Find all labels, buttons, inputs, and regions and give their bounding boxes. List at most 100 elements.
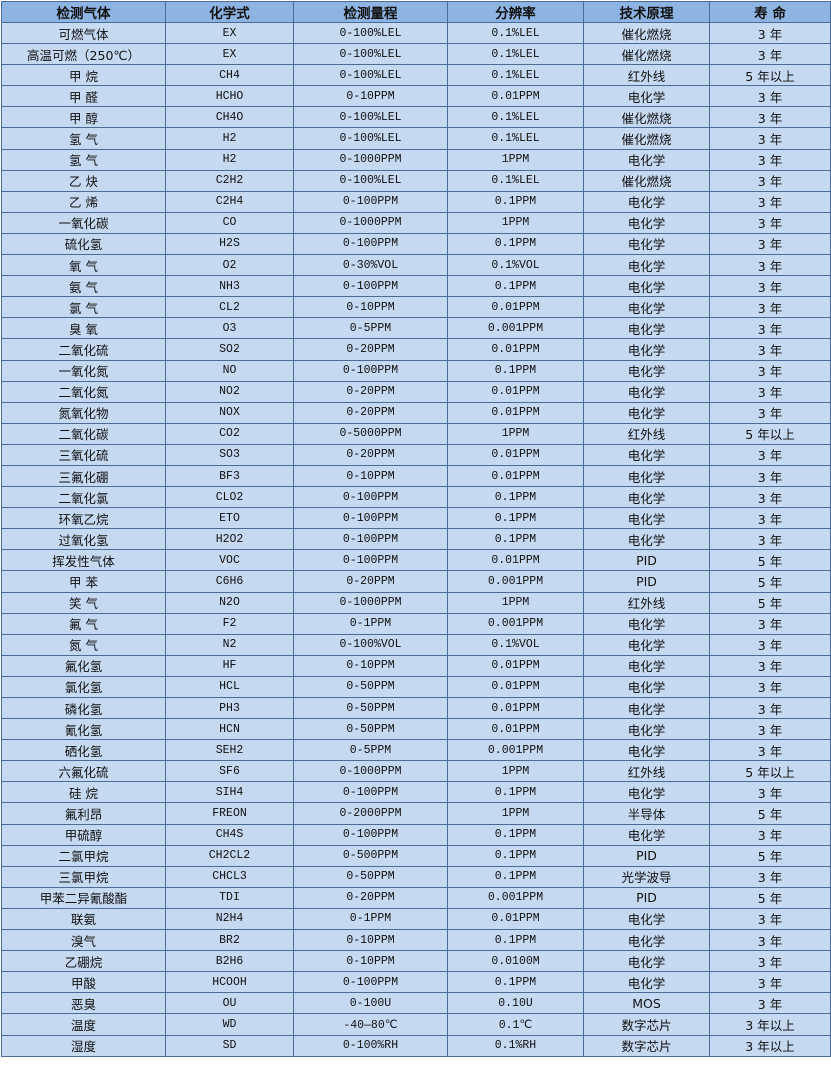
- cell-gas: 氯化氢: [1, 675, 166, 699]
- cell-resolution: 0.01PPM: [447, 718, 584, 741]
- cell-lifespan: 3 年: [709, 507, 831, 530]
- cell-principle: PID: [583, 844, 710, 867]
- cell-gas: 温度: [1, 1013, 166, 1036]
- cell-resolution: 0.1PPM: [447, 844, 584, 867]
- cell-gas: 氢 气: [1, 127, 166, 150]
- cell-principle: 电化学: [583, 338, 710, 361]
- cell-lifespan: 3 年: [709, 823, 831, 846]
- table-row: 环氧乙烷 ETO 0-100PPM 0.1PPM 电化学 3 年: [1, 507, 831, 530]
- cell-range: 0-50PPM: [293, 718, 448, 741]
- cell-range: 0-100%LEL: [293, 106, 448, 129]
- cell-gas: 二氧化氮: [1, 380, 166, 403]
- cell-principle: 电化学: [583, 380, 710, 403]
- cell-gas: 溴气: [1, 929, 166, 952]
- cell-lifespan: 3 年: [709, 21, 831, 45]
- header-principle: 技术原理: [583, 1, 710, 23]
- cell-formula: B2H6: [165, 950, 294, 973]
- cell-formula: HF: [165, 654, 294, 677]
- cell-resolution: 0.1%LEL: [447, 21, 584, 45]
- cell-resolution: 0.001PPM: [447, 739, 584, 762]
- cell-lifespan: 3 年: [709, 338, 831, 361]
- cell-gas: 六氟化硫: [1, 760, 166, 783]
- cell-formula: NOX: [165, 401, 294, 424]
- cell-range: 0-1000PPM: [293, 760, 448, 783]
- cell-formula: SO2: [165, 338, 294, 361]
- cell-resolution: 0.01PPM: [447, 696, 584, 720]
- cell-resolution: 1PPM: [447, 422, 584, 445]
- cell-range: -40—80℃: [293, 1013, 448, 1036]
- cell-principle: 电化学: [583, 528, 710, 551]
- cell-gas: 二氧化氯: [1, 486, 166, 509]
- cell-lifespan: 3 年: [709, 992, 831, 1015]
- cell-resolution: 1PPM: [447, 591, 584, 614]
- cell-formula: NO2: [165, 380, 294, 403]
- cell-resolution: 1PPM: [447, 148, 584, 171]
- cell-principle: 电化学: [583, 781, 710, 804]
- table-row: 甲 烷 CH4 0-100%LEL 0.1%LEL 红外线 5 年以上: [1, 64, 831, 87]
- cell-range: 0-1000PPM: [293, 591, 448, 614]
- cell-formula: PH3: [165, 696, 294, 720]
- cell-formula: C2H2: [165, 169, 294, 192]
- table-row: 六氟化硫 SF6 0-1000PPM 1PPM 红外线 5 年以上: [1, 760, 831, 783]
- cell-gas: 湿度: [1, 1034, 166, 1057]
- cell-principle: 电化学: [583, 507, 710, 530]
- cell-lifespan: 3 年: [709, 127, 831, 150]
- header-row: 检测气体 化学式 检测量程 分辨率 技术原理 寿 命: [1, 1, 831, 23]
- table-row: 二氧化氯 CLO2 0-100PPM 0.1PPM 电化学 3 年: [1, 486, 831, 509]
- cell-formula: BF3: [165, 464, 294, 488]
- table-row: 恶臭 OU 0-100U 0.10U MOS 3 年: [1, 992, 831, 1015]
- cell-resolution: 0.1%LEL: [447, 127, 584, 150]
- cell-range: 0-500PPM: [293, 844, 448, 867]
- cell-lifespan: 3 年: [709, 401, 831, 424]
- cell-lifespan: 3 年以上: [709, 1013, 831, 1036]
- cell-range: 0-100PPM: [293, 190, 448, 213]
- cell-gas: 甲 醛: [1, 85, 166, 108]
- cell-formula: NO: [165, 359, 294, 382]
- cell-principle: 电化学: [583, 929, 710, 952]
- cell-lifespan: 3 年: [709, 865, 831, 888]
- cell-principle: 数字芯片: [583, 1034, 710, 1057]
- header-lifespan: 寿 命: [709, 1, 831, 23]
- cell-gas: 乙硼烷: [1, 950, 166, 973]
- cell-lifespan: 3 年: [709, 254, 831, 277]
- cell-lifespan: 3 年以上: [709, 1034, 831, 1057]
- table-row: 一氧化氮 NO 0-100PPM 0.1PPM 电化学 3 年: [1, 359, 831, 382]
- cell-gas: 氟 气: [1, 612, 166, 635]
- cell-principle: 电化学: [583, 675, 710, 699]
- cell-lifespan: 3 年: [709, 464, 831, 488]
- table-row: 挥发性气体 VOC 0-100PPM 0.01PPM PID 5 年: [1, 549, 831, 572]
- cell-lifespan: 3 年: [709, 43, 831, 66]
- cell-range: 0-20PPM: [293, 380, 448, 403]
- cell-gas: 臭 氧: [1, 317, 166, 340]
- cell-formula: H2: [165, 148, 294, 171]
- table-row: 乙 烯 C2H4 0-100PPM 0.1PPM 电化学 3 年: [1, 190, 831, 213]
- table-row: 磷化氢 PH3 0-50PPM 0.01PPM 电化学 3 年: [1, 696, 831, 720]
- cell-range: 0-100PPM: [293, 507, 448, 530]
- cell-principle: 电化学: [583, 971, 710, 994]
- cell-lifespan: 3 年: [709, 486, 831, 509]
- cell-principle: 电化学: [583, 486, 710, 509]
- cell-gas: 氯 气: [1, 296, 166, 319]
- cell-gas: 一氧化碳: [1, 211, 166, 234]
- cell-range: 0-1PPM: [293, 612, 448, 635]
- cell-formula: F2: [165, 612, 294, 635]
- cell-principle: 电化学: [583, 296, 710, 319]
- cell-resolution: 0.1PPM: [447, 781, 584, 804]
- cell-lifespan: 5 年: [709, 549, 831, 572]
- cell-formula: CLO2: [165, 486, 294, 509]
- cell-principle: 电化学: [583, 401, 710, 424]
- table-row: 氰化氢 HCN 0-50PPM 0.01PPM 电化学 3 年: [1, 718, 831, 741]
- cell-lifespan: 3 年: [709, 528, 831, 551]
- cell-formula: H2O2: [165, 528, 294, 551]
- table-row: 三氧化硫 SO3 0-20PPM 0.01PPM 电化学 3 年: [1, 443, 831, 466]
- cell-range: 0-10PPM: [293, 464, 448, 488]
- table-row: 温度 WD -40—80℃ 0.1℃ 数字芯片 3 年以上: [1, 1013, 831, 1036]
- cell-principle: 电化学: [583, 823, 710, 846]
- table-row: 乙 炔 C2H2 0-100%LEL 0.1%LEL 催化燃烧 3 年: [1, 169, 831, 192]
- cell-lifespan: 5 年: [709, 844, 831, 867]
- cell-lifespan: 3 年: [709, 380, 831, 403]
- cell-lifespan: 5 年以上: [709, 64, 831, 87]
- cell-gas: 三氟化硼: [1, 464, 166, 488]
- table-row: 溴气 BR2 0-10PPM 0.1PPM 电化学 3 年: [1, 929, 831, 952]
- table-row: 氮氧化物 NOX 0-20PPM 0.01PPM 电化学 3 年: [1, 401, 831, 424]
